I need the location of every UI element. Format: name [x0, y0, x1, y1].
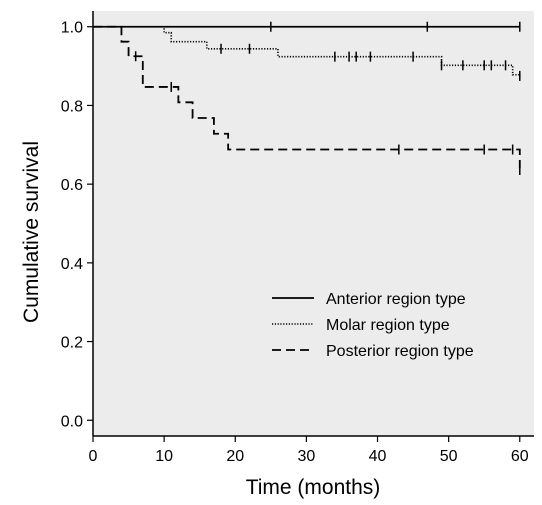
series-layer: [93, 21, 521, 175]
legend: Anterior region type Molar region type Pos…: [272, 291, 474, 360]
x-tick-label: 30: [297, 448, 315, 465]
x-tick-label: 60: [511, 448, 529, 465]
y-tick-label: 0.6: [61, 177, 83, 194]
y-tick-label: 0.2: [61, 335, 83, 352]
y-tick-label: 0.0: [61, 413, 83, 430]
y-tick-label: 1.0: [61, 20, 83, 37]
x-tick-label: 0: [89, 448, 98, 465]
legend-label: Posterior region type: [326, 343, 474, 360]
y-tick-label: 0.4: [61, 256, 83, 273]
legend-label: Molar region type: [326, 317, 450, 334]
legend-label: Anterior region type: [326, 291, 466, 308]
series-line-2: [93, 25, 521, 78]
y-ticks: 0.0 0.2 0.4 0.6 0.8 1.0: [61, 20, 93, 430]
x-axis-label: Time (months): [246, 476, 381, 499]
x-ticks: 0 10 20 30 40 50 60: [89, 436, 529, 465]
plot-background: [93, 11, 534, 436]
y-tick-label: 0.8: [61, 98, 83, 115]
x-tick-label: 40: [369, 448, 387, 465]
x-tick-label: 10: [155, 448, 173, 465]
series-line-3: [93, 25, 521, 169]
x-tick-label: 20: [226, 448, 244, 465]
x-tick-label: 50: [440, 448, 458, 465]
y-axis-label: Cumulative survival: [20, 141, 43, 323]
